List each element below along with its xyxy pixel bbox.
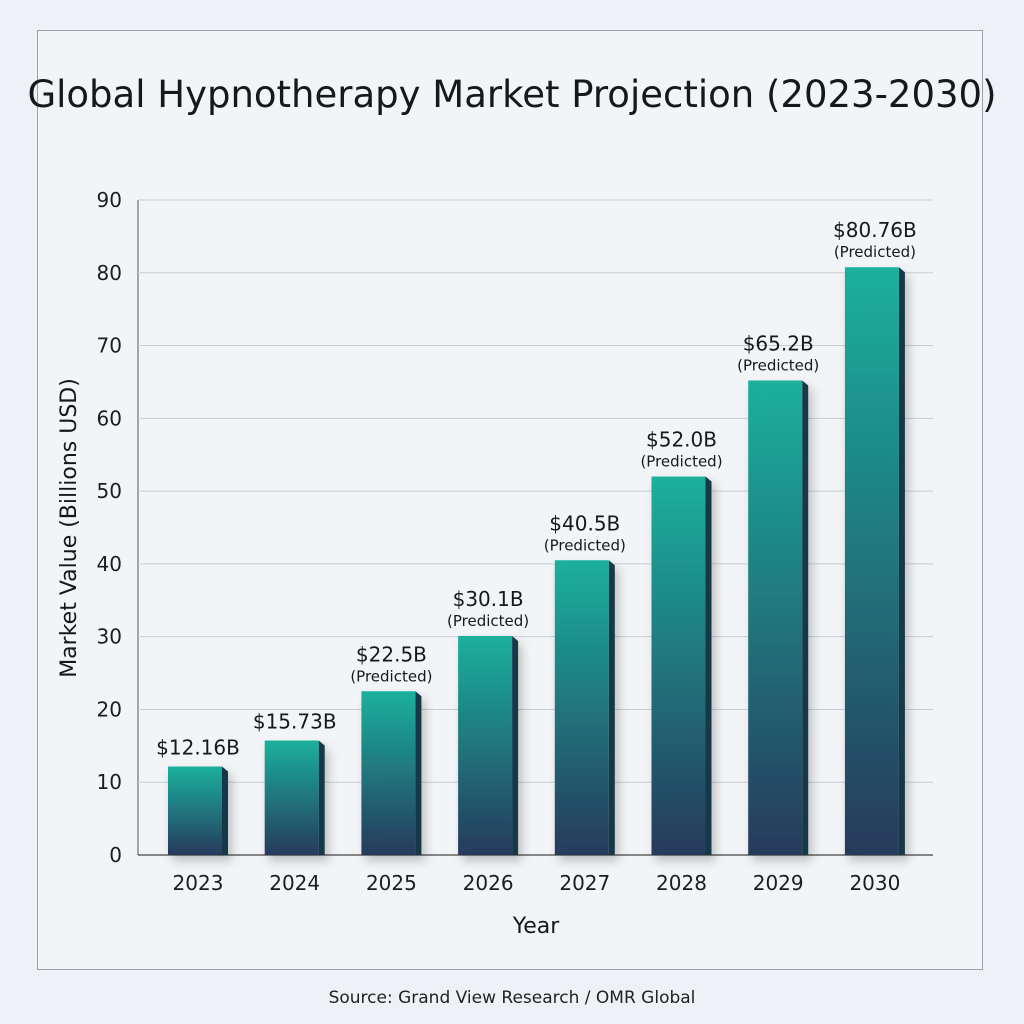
bar-side [415, 691, 422, 855]
bar-side [705, 476, 712, 855]
y-axis-title: Market Value (Billions USD) [57, 378, 82, 678]
predicted-label: (Predicted) [737, 356, 819, 374]
data-label: $52.0B [646, 428, 717, 452]
bar-group [651, 476, 712, 855]
x-tick-label: 2023 [173, 871, 224, 895]
predicted-label: (Predicted) [447, 612, 529, 630]
bar-group [748, 380, 809, 855]
bar-group [554, 560, 615, 855]
bar-group [361, 691, 422, 855]
data-label: $80.76B [833, 218, 917, 242]
predicted-label: (Predicted) [544, 536, 626, 554]
bar-side [318, 740, 325, 855]
y-tick-label: 30 [97, 625, 122, 649]
bar [554, 560, 609, 855]
y-tick-label: 50 [97, 479, 122, 503]
bar-group [844, 267, 905, 855]
source-note: Source: Grand View Research / OMR Global [328, 988, 696, 1008]
data-label: $22.5B [356, 642, 427, 666]
bar [361, 691, 416, 855]
data-label: $65.2B [743, 331, 814, 355]
y-tick-label: 0 [109, 843, 122, 867]
bar [844, 267, 899, 855]
x-tick-label: 2026 [463, 871, 514, 895]
x-tick-label: 2029 [753, 871, 804, 895]
x-tick-label: 2024 [269, 871, 320, 895]
x-tick-label: 2025 [366, 871, 417, 895]
x-axis-title: Year [512, 914, 561, 939]
bar [168, 766, 222, 855]
bar [264, 740, 319, 855]
y-tick-label: 10 [97, 770, 122, 794]
y-tick-label: 80 [97, 261, 122, 285]
bar [748, 380, 803, 855]
data-label: $40.5B [549, 511, 620, 535]
bar [458, 635, 513, 855]
bar-side [608, 560, 615, 855]
data-label: $12.16B [156, 736, 240, 760]
y-tick-label: 70 [97, 334, 122, 358]
bar-side [222, 766, 228, 855]
bar-group [168, 766, 228, 855]
bar-group [264, 740, 325, 855]
predicted-label: (Predicted) [834, 243, 916, 261]
bar-side [512, 635, 519, 855]
x-tick-label: 2028 [656, 871, 707, 895]
bar-side [802, 380, 809, 855]
data-label: $30.1B [453, 587, 524, 611]
y-tick-label: 60 [97, 406, 122, 430]
x-tick-label: 2027 [559, 871, 610, 895]
y-tick-label: 20 [97, 697, 122, 721]
data-label: $15.73B [253, 710, 337, 734]
predicted-label: (Predicted) [640, 453, 722, 471]
predicted-label: (Predicted) [350, 667, 432, 685]
y-tick-label: 90 [97, 188, 122, 212]
chart-title: Global Hypnotherapy Market Projection (2… [27, 73, 997, 116]
bar-group [458, 635, 519, 855]
y-tick-label: 40 [97, 552, 122, 576]
bar-side [898, 267, 905, 855]
bar [651, 476, 706, 855]
x-tick-label: 2030 [849, 871, 900, 895]
